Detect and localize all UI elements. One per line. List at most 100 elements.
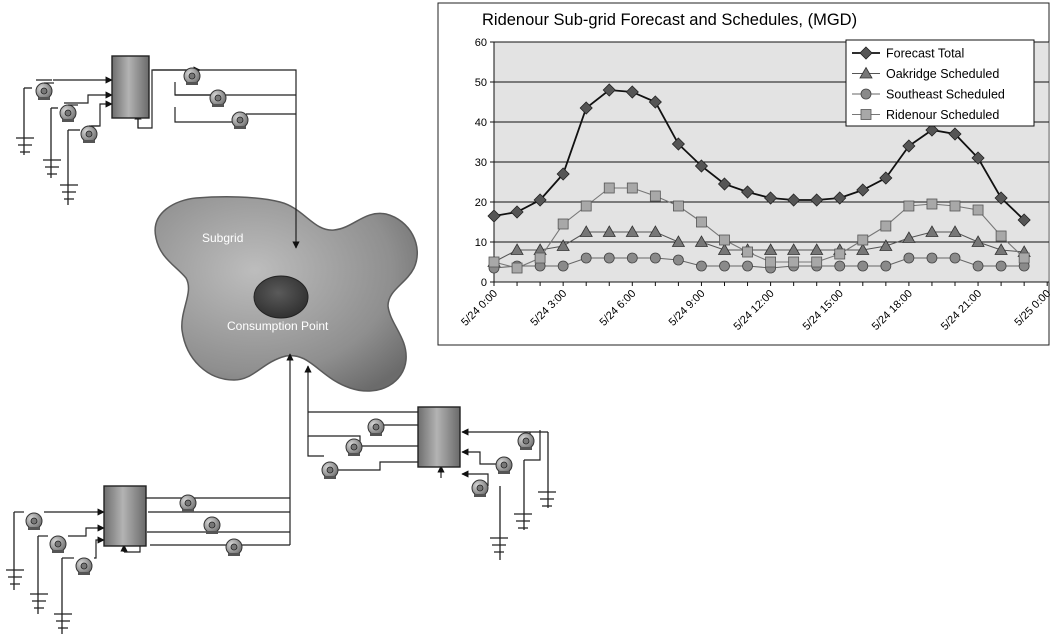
- data-point: [765, 256, 776, 268]
- data-point: [949, 200, 961, 212]
- legend-marker: [860, 109, 872, 120]
- data-point: [880, 260, 892, 272]
- pump-icon: [35, 82, 54, 100]
- data-point: [879, 171, 893, 185]
- data-point: [903, 252, 915, 264]
- data-point: [487, 209, 501, 223]
- tank-top-left: [111, 55, 150, 119]
- data-point: [488, 256, 500, 268]
- subgrid-cloud: Subgrid Consumption Point: [154, 196, 419, 392]
- data-point: [626, 182, 638, 194]
- chart-title: Ridenour Sub-grid Forecast and Schedules…: [482, 11, 857, 29]
- pump-icon: [209, 89, 227, 107]
- data-point: [717, 243, 732, 255]
- data-point: [742, 246, 753, 258]
- data-point: [994, 243, 1008, 255]
- data-point: [557, 260, 569, 272]
- data-point: [856, 183, 870, 197]
- data-point: [603, 252, 615, 264]
- series-square: [488, 182, 1030, 274]
- data-point: [995, 260, 1007, 272]
- pump-icon: [25, 512, 43, 530]
- data-point: [696, 216, 707, 228]
- data-point: [603, 182, 615, 194]
- consumption-point-marker: [253, 275, 309, 319]
- legend-entry: Southeast Scheduled: [886, 88, 1005, 102]
- data-point: [602, 83, 616, 97]
- y-tick-label: 40: [475, 117, 487, 129]
- data-point: [971, 151, 985, 165]
- consumption-point-label: Consumption Point: [227, 319, 329, 333]
- wells-bottom-right: [490, 432, 556, 560]
- wells-top-left: [16, 87, 80, 205]
- y-tick-label: 60: [475, 37, 487, 49]
- pump-icon: [75, 557, 93, 575]
- pump-icon: [80, 125, 99, 143]
- legend-marker: [859, 66, 873, 79]
- data-point: [764, 191, 778, 205]
- data-point: [510, 205, 524, 219]
- data-point: [879, 239, 893, 251]
- pump-icon: [183, 67, 201, 85]
- data-point: [511, 262, 523, 274]
- data-point: [719, 234, 730, 246]
- data-point: [786, 243, 801, 255]
- pump-icon: [203, 516, 221, 534]
- data-point: [811, 256, 823, 268]
- data-point: [626, 252, 638, 264]
- wells-bottom-left: [6, 512, 72, 634]
- pump-icon: [367, 418, 385, 436]
- pipes-bottom-left: [14, 353, 294, 559]
- data-point: [579, 225, 593, 237]
- y-axis-ticks: 0 10 20 30 40 50 60: [475, 37, 1049, 289]
- data-point: [557, 218, 569, 230]
- pump-icon: [179, 494, 197, 512]
- y-tick-label: 20: [475, 197, 487, 209]
- data-point: [857, 260, 869, 272]
- data-point: [810, 243, 824, 255]
- data-point: [580, 200, 592, 212]
- data-point: [625, 225, 639, 237]
- tank-bottom-left: [103, 485, 147, 547]
- data-point: [834, 260, 846, 272]
- data-point: [788, 256, 800, 268]
- pump-icon: [231, 111, 249, 129]
- data-point: [740, 185, 755, 199]
- data-point: [694, 159, 709, 173]
- data-point: [742, 260, 753, 272]
- data-point: [671, 235, 686, 247]
- data-point: [925, 225, 939, 237]
- station-top-left: [16, 55, 300, 249]
- tank-bottom-right: [417, 406, 461, 468]
- legend: Forecast Total Oakridge Scheduled Southeas…: [845, 39, 1035, 127]
- data-point: [857, 234, 869, 246]
- legend-entry: Oakridge Scheduled: [886, 67, 999, 81]
- data-point: [903, 200, 915, 212]
- y-tick-label: 0: [481, 277, 487, 289]
- pump-icon: [59, 104, 78, 122]
- data-point: [696, 260, 707, 272]
- data-point: [649, 252, 661, 264]
- data-point: [833, 191, 847, 205]
- data-point: [810, 193, 824, 207]
- data-point: [579, 101, 593, 115]
- data-point: [949, 252, 961, 264]
- data-point: [763, 243, 778, 255]
- data-point: [673, 254, 684, 266]
- pump-icon: [345, 438, 363, 456]
- legend-entry: Ridenour Scheduled: [886, 108, 999, 122]
- data-point: [971, 235, 985, 247]
- series-diamond: [487, 83, 1031, 227]
- series-layer: [487, 83, 1031, 274]
- pump-icon: [495, 456, 513, 474]
- y-tick-label: 30: [475, 157, 487, 169]
- data-point: [925, 123, 939, 137]
- data-point: [926, 198, 938, 210]
- forecast-chart: Ridenour Sub-grid Forecast and Schedules…: [437, 2, 1050, 346]
- data-point: [673, 200, 684, 212]
- legend-marker: [859, 46, 873, 60]
- data-point: [556, 167, 570, 181]
- data-point: [580, 252, 592, 264]
- subgrid-label: Subgrid: [202, 231, 243, 245]
